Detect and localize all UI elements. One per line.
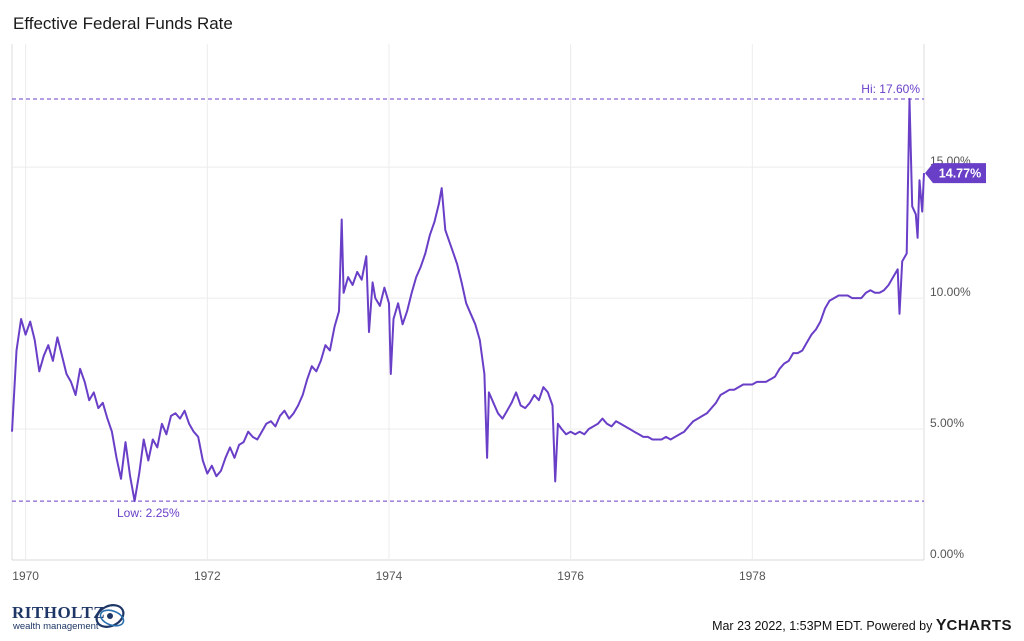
- powered-by-label: Powered by: [866, 619, 933, 633]
- y-tick-label: 10.00%: [930, 285, 971, 299]
- annotation-layer: Hi: 17.60% Low: 2.25%: [12, 82, 924, 520]
- y-tick-label: 0.00%: [930, 547, 964, 561]
- ycharts-logo-text: CHARTS: [946, 617, 1012, 634]
- low-label: Low: 2.25%: [117, 506, 180, 520]
- last-value-badge: [925, 163, 986, 184]
- x-tick-label: 1970: [12, 569, 39, 583]
- grid-layer: [11, 44, 925, 561]
- y-tick-label: 5.00%: [930, 416, 964, 430]
- brand-mark-icon: [95, 604, 125, 628]
- x-tick-label: 1978: [739, 569, 766, 583]
- x-tick-label: 1974: [376, 569, 403, 583]
- brand-name: RITHOLTZ: [12, 603, 106, 622]
- x-tick-label: 1976: [557, 569, 584, 583]
- brand-subtitle: wealth management: [13, 621, 99, 632]
- last-value-label: 14.77%: [939, 167, 981, 181]
- series-line: [11, 98, 925, 503]
- chart-footer: Mar 23 2022, 1:53PM EDT. Powered by YCHA…: [712, 617, 1012, 635]
- high-label: Hi: 17.60%: [861, 82, 920, 96]
- label-layer: 0.00%5.00%10.00%15.00%1970 1972 1974 1976 19…: [12, 154, 986, 583]
- chart-title: Effective Federal Funds Rate: [13, 14, 233, 33]
- x-tick-label: 1972: [194, 569, 221, 583]
- ycharts-logo-y: Y: [935, 617, 947, 634]
- series-layer: [11, 98, 925, 503]
- timestamp: Mar 23 2022, 1:53PM EDT.: [712, 619, 863, 633]
